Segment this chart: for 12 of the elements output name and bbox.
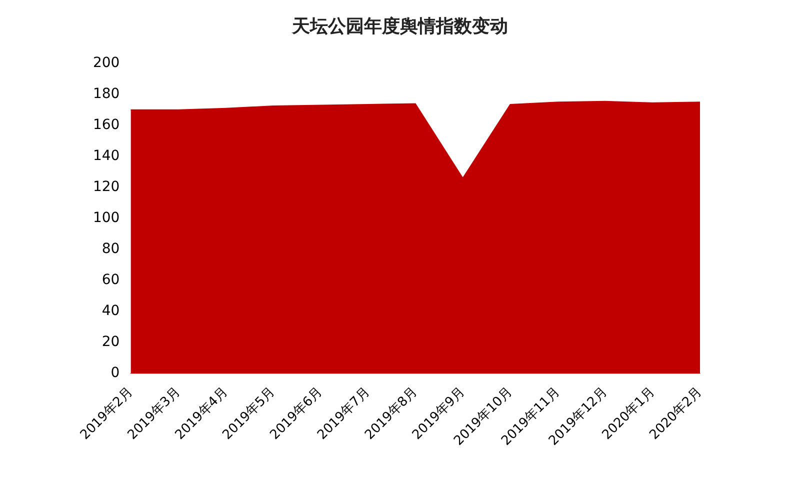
y-tick-label: 100 [92, 210, 120, 226]
y-tick-label: 60 [102, 272, 120, 288]
y-tick-label: 40 [102, 303, 120, 320]
chart-title: 天坛公园年度舆情指数变动 [290, 15, 509, 38]
y-tick-label: 180 [92, 86, 120, 102]
y-tick-label: 20 [102, 334, 120, 350]
y-tick-label: 0 [110, 365, 120, 382]
y-tick-label: 200 [92, 55, 120, 72]
y-tick-label: 80 [102, 241, 120, 258]
y-tick-label: 140 [92, 148, 120, 164]
y-tick-label: 120 [92, 179, 120, 196]
y-tick-label: 160 [92, 117, 120, 134]
